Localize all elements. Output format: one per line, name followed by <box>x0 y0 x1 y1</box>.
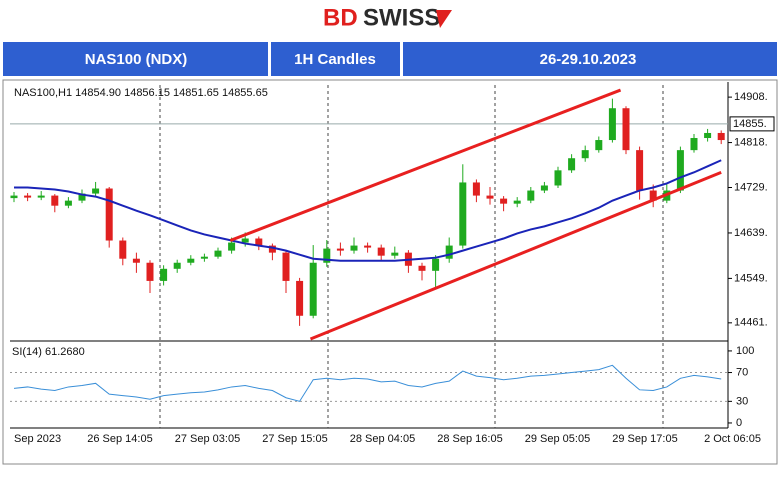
candle-body <box>64 200 72 206</box>
header-label: 26-29.10.2023 <box>540 51 637 68</box>
rsi-line <box>13 364 722 402</box>
candle-body <box>649 190 657 201</box>
candle-body <box>445 245 453 259</box>
rsi-label: SI(14) 61.2680 <box>12 346 85 358</box>
candle-body <box>51 195 59 206</box>
y-tick-label: 14639. <box>734 227 768 239</box>
candle-body <box>418 265 426 271</box>
header-sep <box>268 42 271 76</box>
candle-body <box>309 262 317 316</box>
y-tick-label: 14908. <box>734 91 768 103</box>
candle-body <box>105 188 113 241</box>
candle-body <box>173 262 181 269</box>
candle-body <box>10 195 18 199</box>
candle-body <box>554 170 562 186</box>
channel-line <box>309 170 722 341</box>
last-price-label: 14855. <box>733 118 767 130</box>
frame <box>2 79 778 465</box>
candle-body <box>24 195 32 198</box>
x-tick-label: 27 Sep 15:05 <box>262 433 327 445</box>
y-tick-label: 14549. <box>734 272 768 284</box>
candle-body <box>527 190 535 201</box>
candle-body <box>540 185 548 191</box>
candle-body <box>513 200 521 204</box>
y-tick-label: 14818. <box>734 136 768 148</box>
candle-body <box>581 150 589 159</box>
logo-mark <box>436 10 452 28</box>
candle-body <box>323 248 331 263</box>
candle-body <box>377 247 385 256</box>
candle-body <box>690 138 698 151</box>
x-tick-label: 2 Oct 06:05 <box>704 433 761 445</box>
moving-average <box>14 159 722 262</box>
rsi-tick-label: 0 <box>736 417 742 429</box>
candle-body <box>717 132 725 141</box>
candle-body <box>160 268 168 281</box>
x-tick-label: 28 Sep 04:05 <box>350 433 415 445</box>
candle-body <box>296 280 304 316</box>
last-price-box <box>729 116 775 132</box>
x-tick-label: 29 Sep 17:05 <box>612 433 677 445</box>
x-tick-label: 29 Sep 05:05 <box>525 433 590 445</box>
candle-body <box>350 245 358 251</box>
candle-body <box>472 182 480 196</box>
logo-left: BD <box>323 4 358 31</box>
header-label: 1H Candles <box>294 51 376 68</box>
candle-body <box>595 140 603 151</box>
candle-body <box>187 258 195 263</box>
candle-body <box>500 198 508 204</box>
candle-body <box>255 238 263 246</box>
candle-body <box>608 108 616 141</box>
candle-body <box>459 182 467 246</box>
info-text: NAS100,H1 14854.90 14856.15 14851.65 148… <box>14 87 268 99</box>
candle-body <box>704 132 712 139</box>
x-tick-label: 27 Sep 03:05 <box>175 433 240 445</box>
candle-body <box>622 108 630 151</box>
candle-body <box>268 245 276 253</box>
candle-body <box>146 262 154 281</box>
candle-body <box>636 150 644 191</box>
candle-body <box>119 240 127 259</box>
x-tick-label: Sep 2023 <box>14 433 61 445</box>
y-tick-label: 14461. <box>734 317 768 329</box>
candle-body <box>486 195 494 199</box>
candle-body <box>432 258 440 271</box>
candle-body <box>282 252 290 281</box>
candle-body <box>364 245 372 248</box>
candle-body <box>78 193 86 201</box>
header-bar <box>3 42 777 76</box>
y-tick-label: 14729. <box>734 181 768 193</box>
rsi-tick-label: 100 <box>736 345 754 357</box>
x-tick-label: 26 Sep 14:05 <box>87 433 152 445</box>
candle-body <box>214 250 222 257</box>
candle-body <box>200 256 208 259</box>
candle-body <box>568 158 576 171</box>
candle-body <box>37 195 45 198</box>
rsi-tick-label: 30 <box>736 395 748 407</box>
logo-right: SWISS <box>363 4 440 31</box>
candle-body <box>92 188 100 194</box>
candle-body <box>241 238 249 243</box>
header-sep <box>400 42 403 76</box>
candle-body <box>132 258 140 263</box>
candle-body <box>336 248 344 251</box>
x-tick-label: 28 Sep 16:05 <box>437 433 502 445</box>
channel-line <box>229 88 622 242</box>
candle-body <box>391 252 399 256</box>
rsi-tick-label: 70 <box>736 366 748 378</box>
header-label: NAS100 (NDX) <box>85 51 188 68</box>
candle-body <box>676 150 684 191</box>
candle-body <box>228 242 236 251</box>
